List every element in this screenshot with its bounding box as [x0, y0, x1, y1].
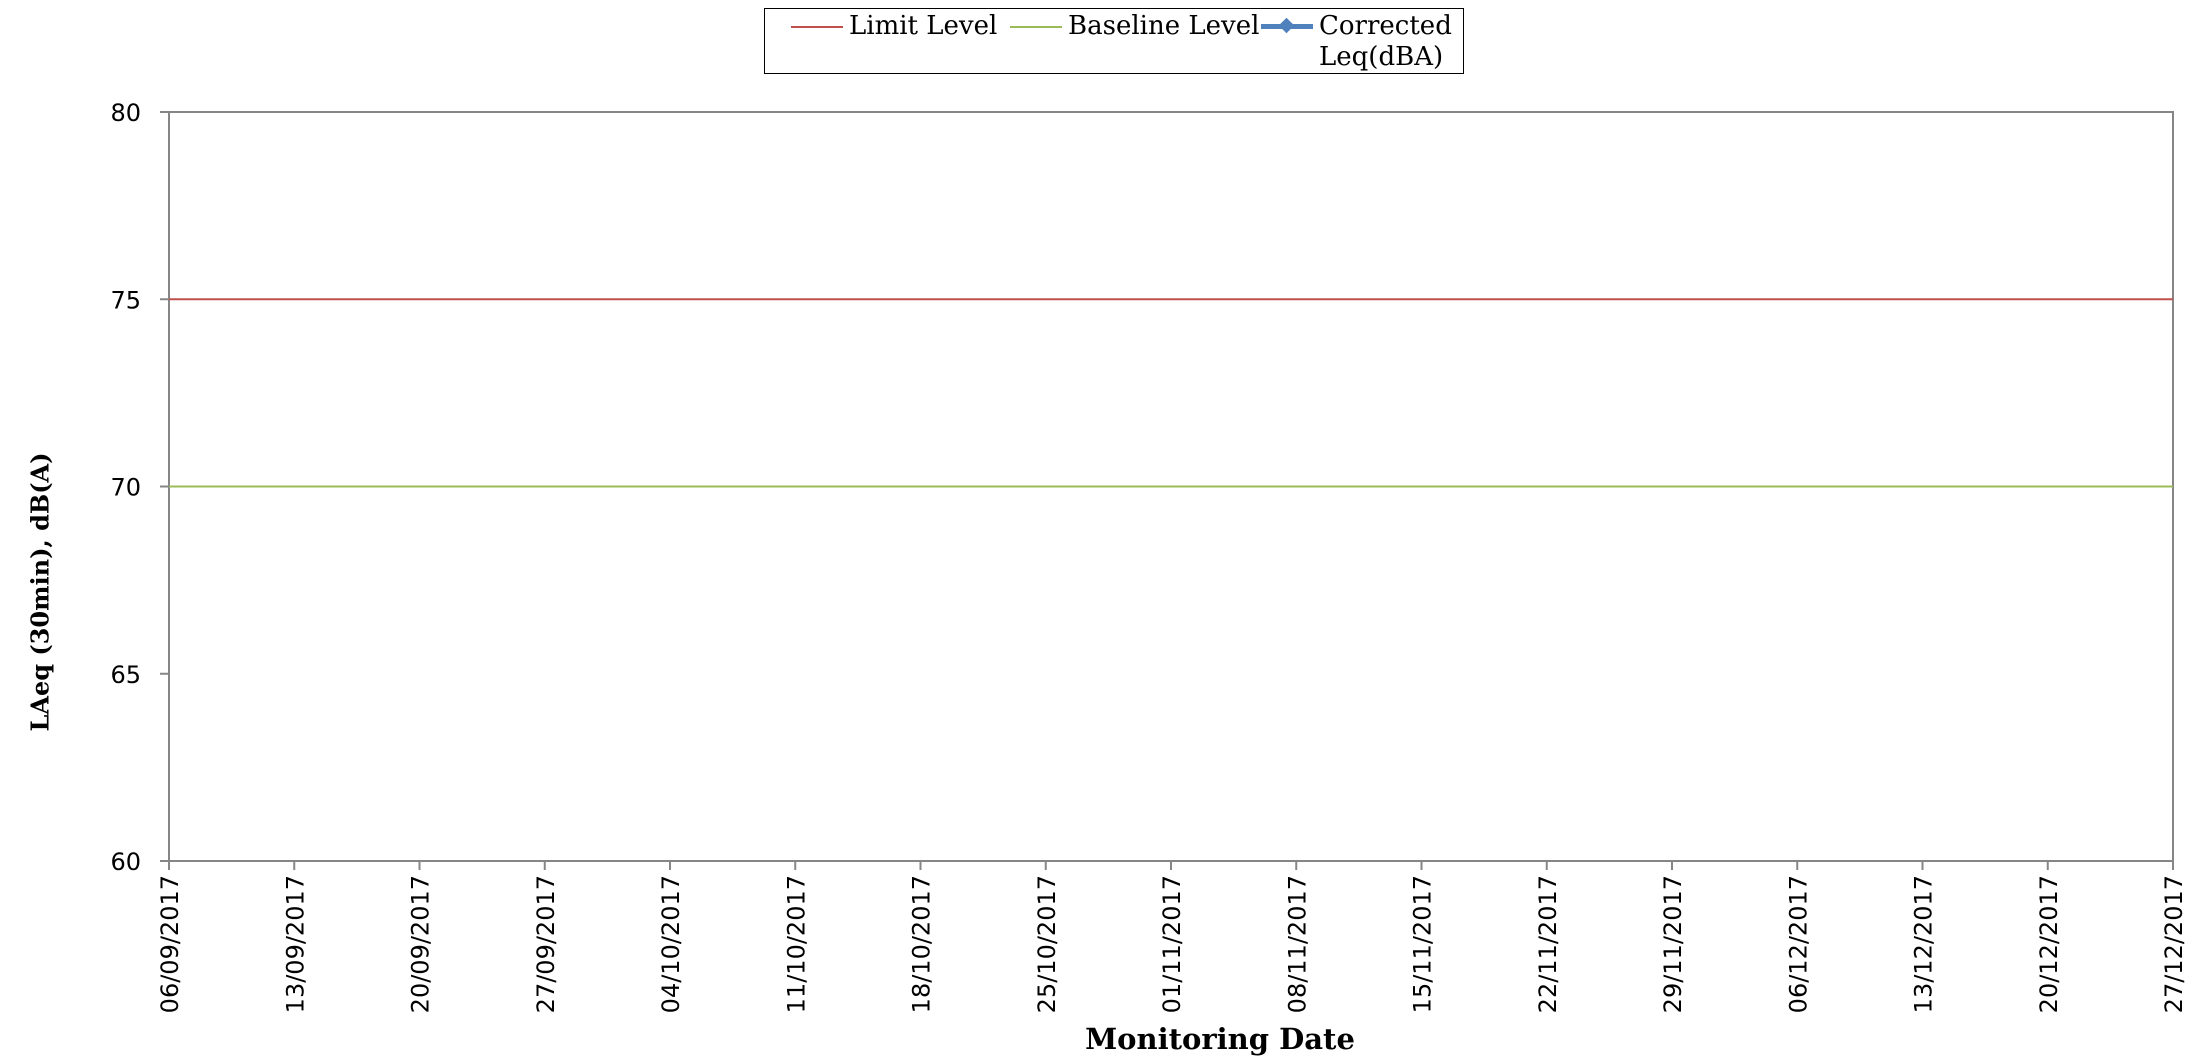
x-tick-label-8: 01/11/2017	[1158, 875, 1186, 1013]
legend-label-limit-level: Limit Level	[849, 11, 998, 41]
diamond-marker-icon	[1278, 17, 1295, 34]
x-tick-label-15: 20/12/2017	[2035, 875, 2063, 1013]
y-tick-label-80: 80	[110, 99, 141, 127]
y-tick-label-75: 75	[110, 286, 141, 314]
x-tick-label-13: 06/12/2017	[1784, 875, 1812, 1013]
x-tick-label-14: 13/12/2017	[1910, 875, 1938, 1013]
x-tick-label-12: 29/11/2017	[1659, 875, 1687, 1013]
x-tick-label-3: 27/09/2017	[532, 875, 560, 1013]
legend-swatch-baseline-level	[1010, 11, 1062, 41]
y-tick-label-70: 70	[110, 474, 141, 502]
x-tick-label-5: 11/10/2017	[782, 875, 810, 1013]
x-tick-label-1: 13/09/2017	[281, 875, 309, 1013]
chart-legend: Limit Level Baseline Level Corrected Leq…	[764, 8, 1464, 74]
legend-label-baseline-level: Baseline Level	[1068, 11, 1260, 41]
x-tick-label-6: 18/10/2017	[908, 875, 936, 1013]
legend-label-corrected-leq: Corrected Leq(dBA)	[1319, 11, 1452, 72]
legend-entry-limit-level: Limit Level	[791, 11, 997, 42]
legend-entry-baseline-level: Baseline Level	[1010, 11, 1259, 42]
y-tick-label-60: 60	[110, 848, 141, 876]
x-tick-label-0: 06/09/2017	[156, 875, 184, 1013]
legend-swatch-corrected-leq	[1261, 11, 1313, 41]
x-tick-label-9: 08/11/2017	[1283, 875, 1311, 1013]
x-tick-label-11: 22/11/2017	[1534, 875, 1562, 1013]
x-tick-label-16: 27/12/2017	[2160, 875, 2188, 1013]
legend-entry-corrected-leq: Corrected Leq(dBA)	[1261, 11, 1452, 73]
legend-swatch-limit-level	[791, 11, 843, 41]
x-tick-label-7: 25/10/2017	[1033, 875, 1061, 1013]
x-tick-label-10: 15/11/2017	[1409, 875, 1437, 1013]
y-axis-title: LAeq (30min), dB(A)	[25, 452, 55, 732]
x-tick-label-2: 20/09/2017	[407, 875, 435, 1013]
x-tick-label-4: 04/10/2017	[657, 875, 685, 1013]
x-axis-title: Monitoring Date	[1085, 1022, 1355, 1056]
y-tick-label-65: 65	[110, 661, 141, 689]
